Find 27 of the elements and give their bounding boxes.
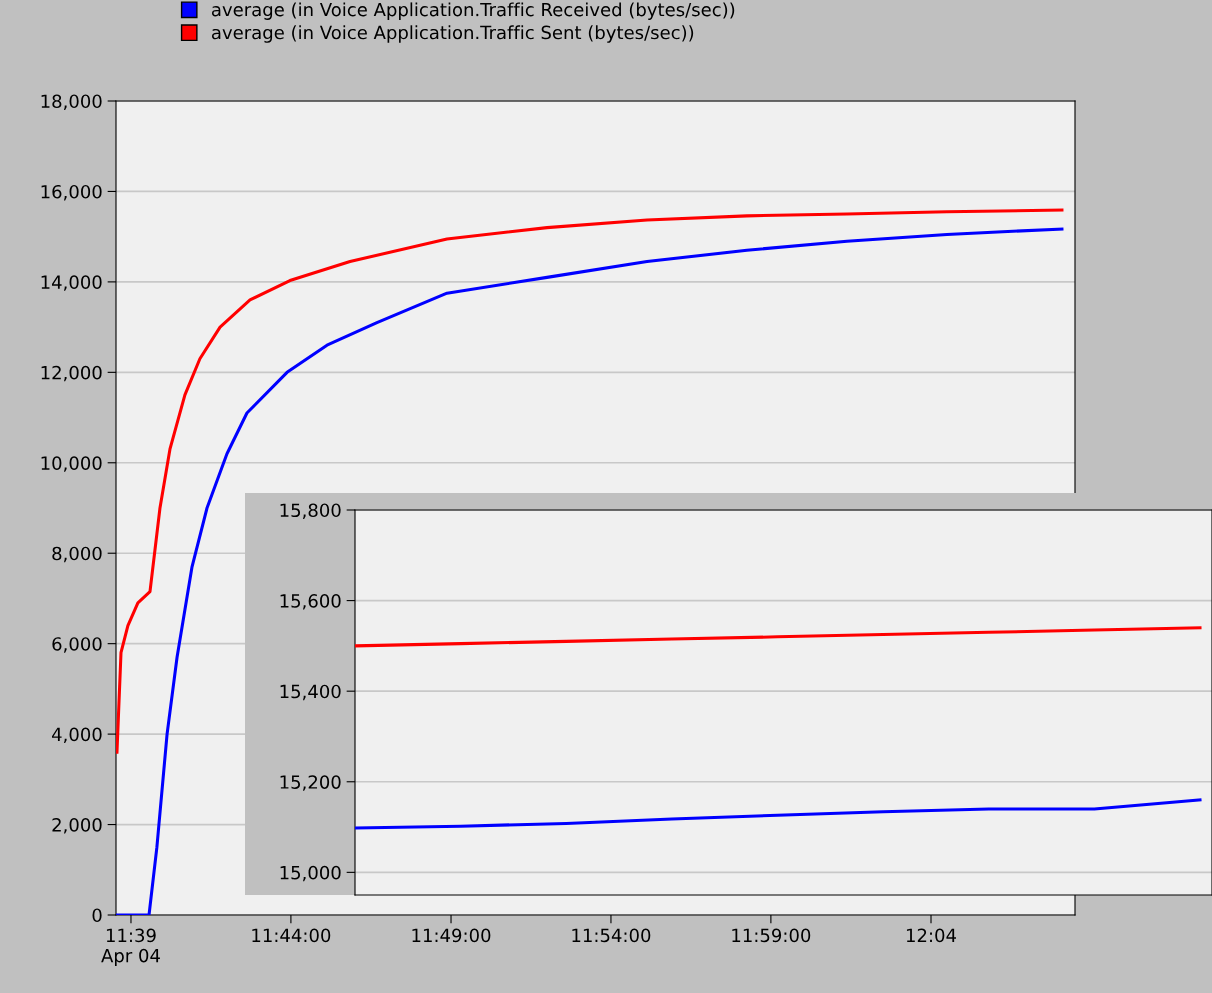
y-tick-label: 15,000 xyxy=(280,865,341,882)
y-tick-label: 0 xyxy=(92,908,102,923)
y-tick-label: 18,000 xyxy=(41,94,102,110)
y-tick-label: 15,600 xyxy=(280,594,341,610)
x-tick-label: 11:59:00 xyxy=(732,928,811,943)
y-tick-label: 12,000 xyxy=(41,365,102,382)
y-tick-label: 14,000 xyxy=(41,275,102,291)
legend-label: average (in Voice Application.Traffic Sent (bytes/sec)) xyxy=(211,25,694,43)
y-tick-label: 4,000 xyxy=(52,727,102,744)
x-tick-label: 11:49:00 xyxy=(412,928,491,943)
x-tick-label: 11:54:00 xyxy=(572,928,651,943)
y-tick-label: 16,000 xyxy=(41,184,102,201)
y-tick-label: 8,000 xyxy=(52,546,102,563)
x-tick-label: 11:44:00 xyxy=(252,928,331,943)
y-tick-label: 6,000 xyxy=(52,637,102,653)
line-series xyxy=(355,798,1202,830)
line-series xyxy=(116,227,1064,915)
y-tick-label: 10,000 xyxy=(41,456,102,472)
x-tick-label: 11:39 Apr 04 xyxy=(101,928,160,966)
line-series xyxy=(355,626,1202,648)
legend-label: average (in Voice Application.Traffic Received (bytes/sec)) xyxy=(211,2,735,20)
x-tick-label: 12:04 xyxy=(906,928,957,943)
y-tick-label: 15,400 xyxy=(280,684,341,701)
y-tick-label: 2,000 xyxy=(52,818,102,834)
line-series xyxy=(116,208,1064,754)
y-tick-label: 15,200 xyxy=(280,775,341,791)
y-tick-label: 15,800 xyxy=(280,503,341,519)
